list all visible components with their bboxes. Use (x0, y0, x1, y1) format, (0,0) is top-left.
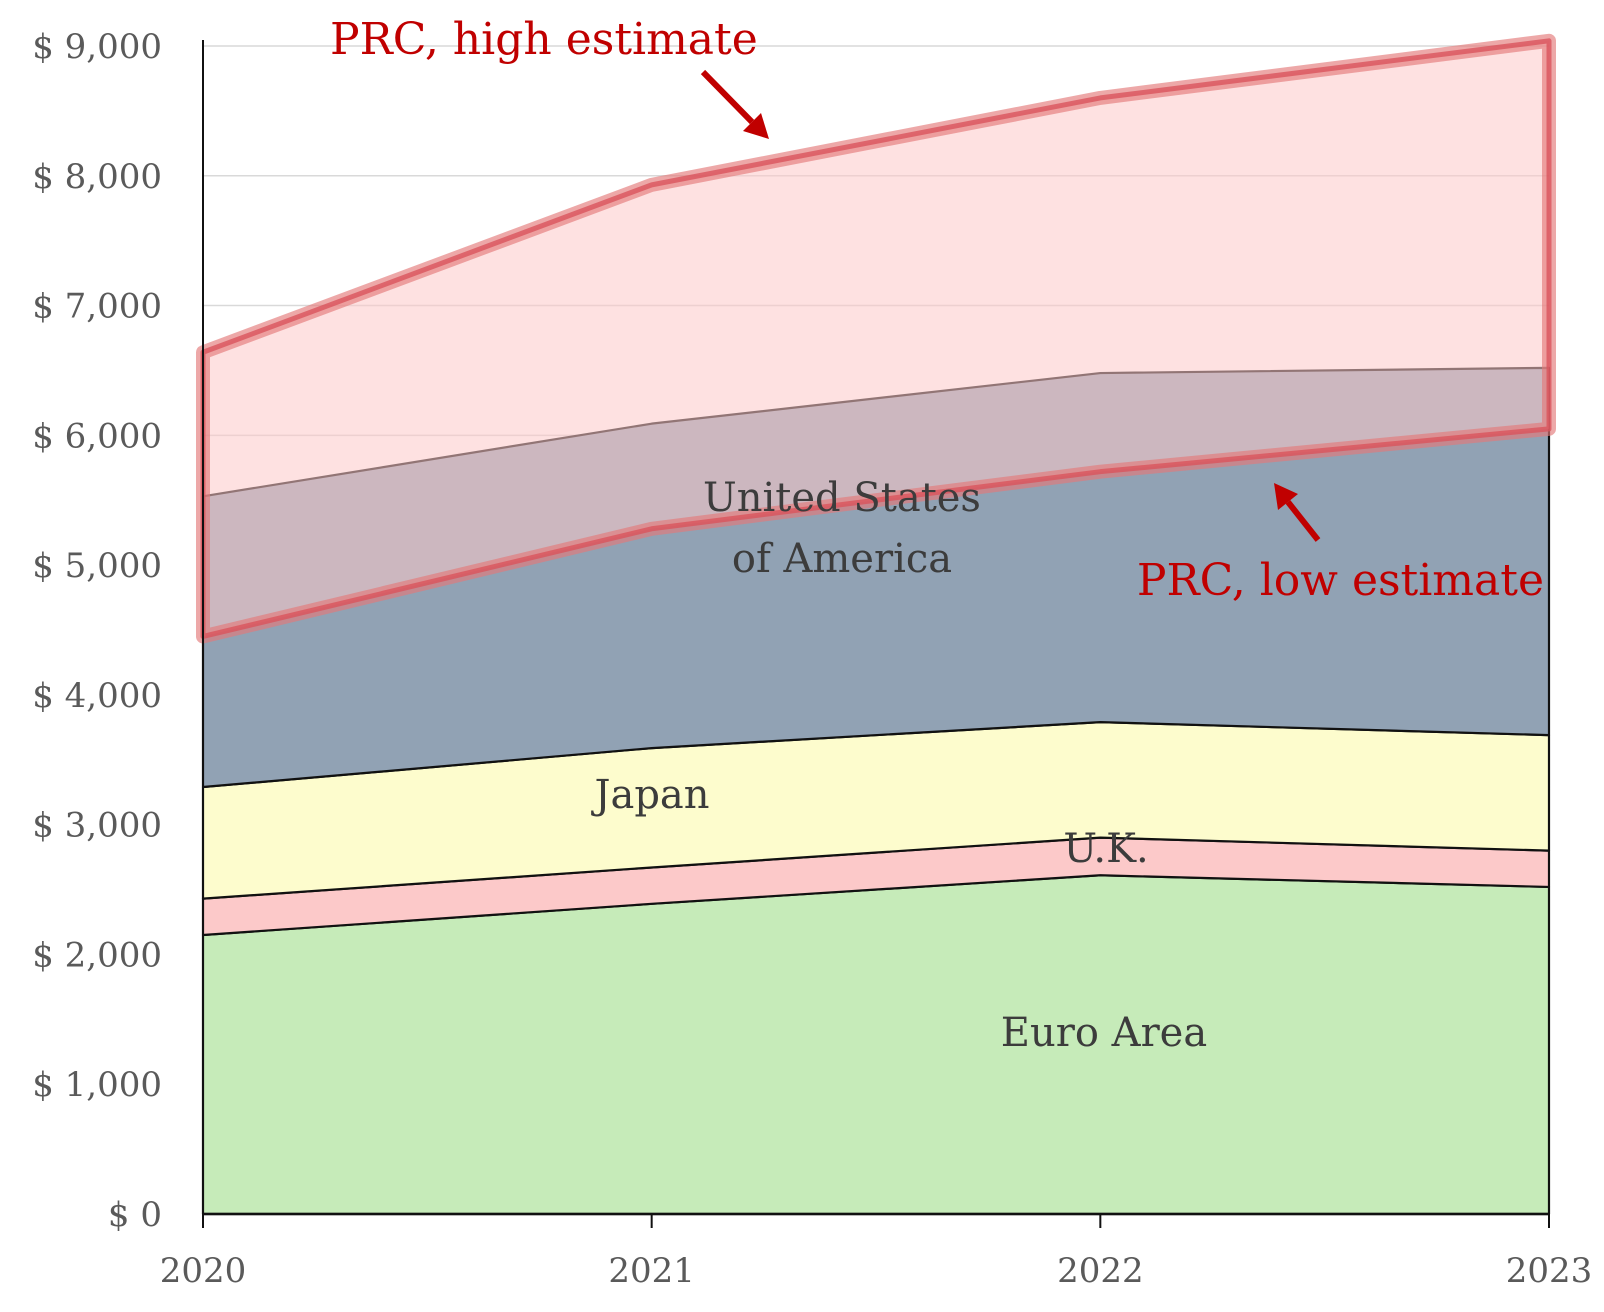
y-tick-label-9000: $ 9,000 (32, 27, 162, 67)
prc-high-arrow (700, 69, 769, 139)
series-label-euro-area: Euro Area (1001, 1010, 1207, 1056)
series-label-usa-line2: of America (732, 536, 952, 582)
prc-low-arrow (1274, 483, 1321, 542)
axes: $ 0 $ 1,000 $ 2,000 $ 3,000 $ 4,000 $ 5,000 $ … (32, 27, 1592, 1291)
x-tick-label-2020: 2020 (160, 1251, 247, 1291)
series-label-japan: Japan (590, 772, 709, 818)
y-tick-label-3000: $ 3,000 (32, 806, 162, 846)
y-tick-label-7000: $ 7,000 (32, 287, 162, 327)
prc-band-fill (203, 40, 1549, 637)
y-tick-label-4000: $ 4,000 (32, 676, 162, 716)
y-tick-label-2000: $ 2,000 (32, 935, 162, 975)
y-tick-label-8000: $ 8,000 (32, 157, 162, 197)
prc-band (196, 33, 1556, 644)
prc-low-estimate-label: PRC, low estimate (1137, 555, 1544, 606)
series-label-uk: U.K. (1063, 826, 1148, 872)
y-tick-label-1000: $ 1,000 (32, 1065, 162, 1105)
x-tick-label-2023: 2023 (1506, 1251, 1593, 1291)
y-tick-label-0: $ 0 (108, 1195, 162, 1235)
y-tick-label-6000: $ 6,000 (32, 416, 162, 456)
prc-high-estimate-label: PRC, high estimate (330, 14, 758, 65)
y-tick-label-5000: $ 5,000 (32, 546, 162, 586)
x-tick-label-2021: 2021 (608, 1251, 695, 1291)
series-label-usa-line1: United States (703, 475, 981, 521)
area-euro (201, 874, 1551, 1216)
x-tick-label-2022: 2022 (1057, 1251, 1144, 1291)
prc-band-outline-core (200, 38, 1552, 639)
